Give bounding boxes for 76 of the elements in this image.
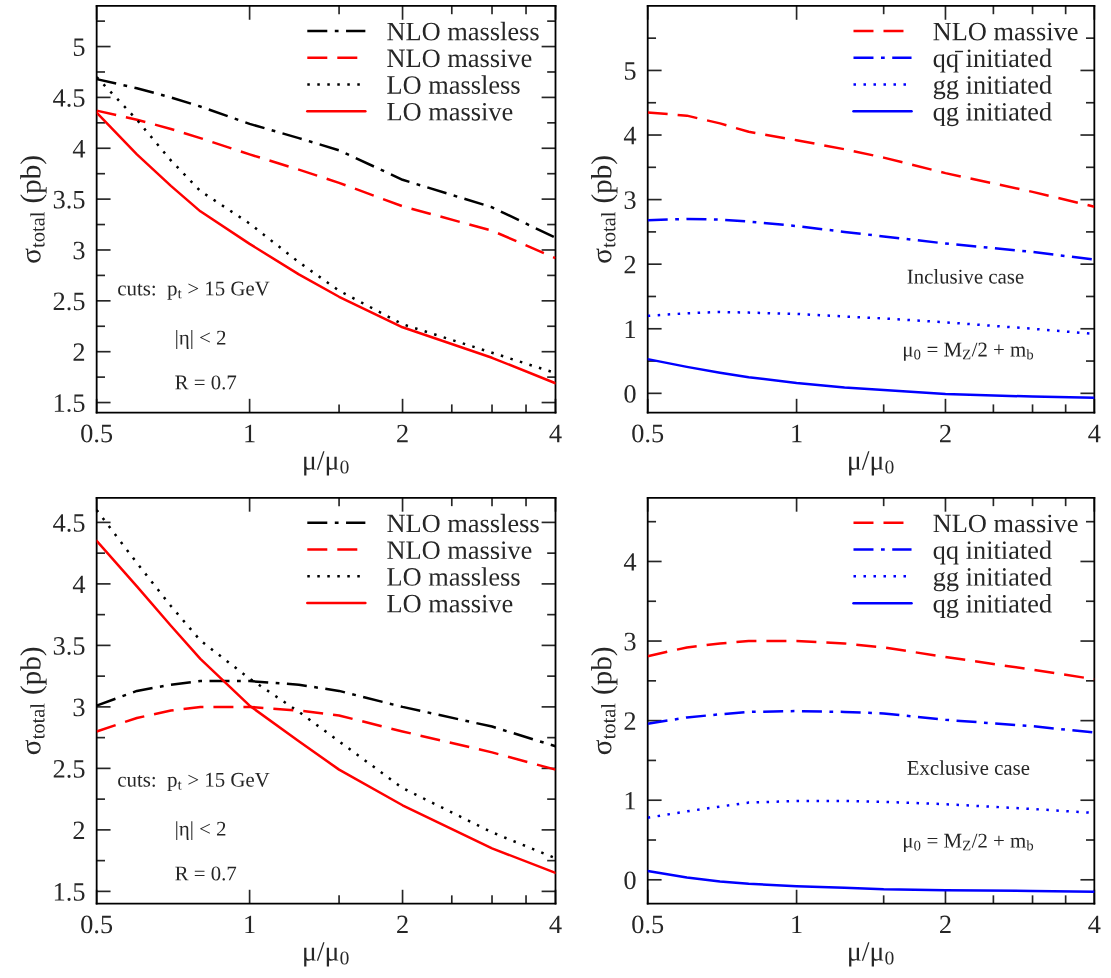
x-tick-label: 1 [792,915,802,934]
legend-label: NLO massless [387,513,539,533]
x-tick-label: 0.5 [81,424,113,443]
x-tick-label: 0.5 [632,915,664,934]
y-tick-label: 2.5 [53,292,85,311]
annotation: Inclusive case [907,269,1024,284]
y-tick-label: 2.5 [53,760,85,778]
annotation: μ$_{0}$ = M$_{Z}$/2 + m$_{b}$ [903,833,1034,852]
legend-label: NLO massless [387,21,539,41]
legend-label: LO massive [387,594,513,613]
annotation: cuts: p$_{t}$ > 15 GeV [118,281,270,300]
y-tick-label: 1.5 [54,883,85,901]
y-tick-label: 4 [72,140,86,158]
x-tick-label: 4 [1088,424,1101,443]
legend-label: qq initiated [933,540,1052,565]
legend-label: qg initiated [933,102,1052,127]
legend-label: NLO massive [933,514,1078,533]
x-tick-label: 1 [245,424,255,443]
y-tick-label: 3 [73,698,85,717]
annotation: R = 0.7 [175,375,237,390]
legend-label: LO massless [387,75,520,94]
annotation: cuts: p$_{t}$ > 15 GeV [118,772,270,792]
x-axis-title: μ/μ$_{0}$ [849,942,894,967]
x-tick-label: 2 [397,424,408,443]
annotation: |η| < 2 [176,330,226,349]
legend-label: NLO massive [933,22,1078,41]
y-tick-label: 3 [73,241,85,260]
legend-label: qq̄ initiated [933,48,1052,73]
annotation: Exclusive case [907,760,1030,775]
legend-label: NLO massive [387,541,532,560]
annotation: |η| < 2 [176,821,226,841]
y-tick-label: 3.5 [53,190,85,209]
y-tick-label: 3 [624,191,636,210]
legend-label: gg initiated [933,567,1052,592]
x-tick-label: 2 [940,424,951,443]
y-tick-label: 1 [625,320,636,338]
y-tick-label: 2 [624,712,636,730]
y-tick-label: 1.5 [54,394,85,413]
x-tick-label: 2 [397,915,408,934]
annotation: μ$_{0}$ = M$_{Z}$/2 + m$_{b}$ [903,342,1034,361]
y-tick-label: 4 [623,126,637,145]
x-tick-label: 4 [1088,915,1101,934]
x-tick-label: 4 [549,915,562,934]
y-tick-label: 2 [624,255,636,274]
y-tick-label: 0 [624,871,636,890]
y-tick-label: 3 [624,632,636,651]
y-tick-label: 4 [623,553,637,571]
y-axis-title: σ$_{total}$ (pb) [591,647,618,755]
y-tick-label: 0 [624,384,636,403]
x-tick-label: 0.5 [81,915,113,934]
x-tick-label: 0.5 [632,424,664,443]
y-tick-label: 3.5 [53,637,85,655]
x-axis-title: μ/μ$_{0}$ [304,451,349,476]
x-tick-label: 1 [245,915,255,934]
y-axis-title: σ$_{total}$ (pb) [591,156,618,263]
y-tick-label: 4 [72,575,86,594]
y-tick-label: 4.5 [53,514,85,532]
y-axis-title: σ$_{total}$ (pb) [20,156,47,263]
x-tick-label: 2 [940,915,951,934]
y-tick-label: 5 [73,38,85,56]
legend-label: LO massive [387,102,513,121]
legend-label: LO massless [387,567,520,586]
x-tick-label: 4 [549,424,562,443]
x-axis-title: μ/μ$_{0}$ [849,451,894,476]
legend-label: qg initiated [933,594,1052,619]
y-axis-title: σ$_{total}$ (pb) [20,647,47,755]
y-tick-label: 2 [73,821,85,840]
x-axis-title: μ/μ$_{0}$ [304,942,349,967]
annotation: R = 0.7 [175,866,237,881]
x-tick-label: 1 [792,424,802,443]
y-tick-label: 2 [73,343,85,361]
y-tick-label: 1 [625,791,636,810]
legend-label: NLO massive [387,49,532,68]
y-tick-label: 5 [624,62,636,80]
legend-label: gg initiated [933,75,1052,100]
y-tick-label: 4.5 [53,89,85,107]
